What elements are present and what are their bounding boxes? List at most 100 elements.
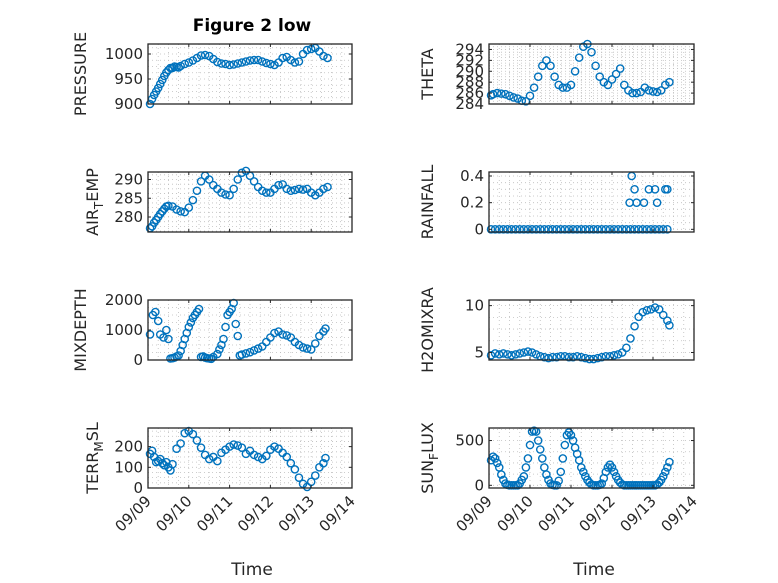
y-tick-label: 294	[455, 40, 484, 58]
data-point	[665, 457, 674, 467]
data-point	[229, 60, 238, 69]
y-tick-label: 0	[474, 476, 484, 494]
data-point	[278, 53, 287, 63]
data-point	[153, 316, 163, 326]
data-point	[184, 322, 194, 332]
data-point	[519, 225, 529, 234]
data-point	[638, 225, 648, 234]
data-point	[579, 467, 588, 477]
y-axis-label: MIXDEPTH	[71, 288, 90, 371]
data-point	[656, 86, 666, 95]
data-point	[609, 225, 619, 234]
data-point	[654, 305, 664, 314]
data-point	[634, 312, 643, 322]
data-point	[550, 72, 559, 82]
data-point	[597, 352, 607, 362]
data-point	[525, 440, 535, 450]
data-point	[278, 448, 287, 458]
data-point	[172, 444, 181, 453]
data-point	[663, 185, 672, 194]
y-tick-label: 290	[114, 171, 143, 189]
data-point	[323, 53, 332, 63]
data-series	[145, 298, 330, 364]
data-point	[638, 307, 648, 317]
data-point	[194, 304, 204, 314]
data-point	[622, 343, 631, 353]
data-point	[650, 225, 660, 234]
y-tick-label: 286	[455, 84, 484, 102]
data-point	[286, 186, 296, 196]
data-point	[486, 225, 496, 234]
data-point	[310, 339, 320, 348]
y-tick-label: 288	[455, 73, 484, 91]
data-point	[521, 463, 531, 472]
y-tick-label: 0.4	[460, 167, 484, 185]
data-point	[527, 348, 537, 357]
y-tick-label: 5	[474, 344, 484, 362]
data-point	[282, 184, 292, 194]
x-tick-label: 09/13	[617, 492, 660, 535]
data-point	[634, 225, 643, 234]
data-point	[245, 56, 255, 65]
axes-box	[147, 43, 353, 105]
x-axis-label-right: Time	[572, 560, 615, 580]
data-point	[642, 306, 652, 315]
data-point	[639, 198, 649, 207]
data-point	[164, 65, 173, 75]
x-tick-label: 09/12	[576, 492, 619, 535]
data-point	[593, 353, 602, 363]
data-point	[613, 350, 623, 359]
y-axis-label: SUNFLUX	[418, 422, 441, 494]
data-point	[257, 57, 267, 66]
data-point	[294, 184, 304, 194]
data-point	[294, 57, 304, 66]
y-tick-label: 950	[114, 70, 143, 88]
data-point	[597, 479, 607, 488]
data-point	[507, 351, 516, 360]
data-point	[298, 343, 308, 352]
data-point	[176, 207, 185, 216]
data-point	[494, 225, 504, 234]
data-point	[213, 57, 222, 67]
data-point	[188, 195, 198, 205]
y-tick-label: 2000	[105, 291, 143, 309]
data-point	[192, 436, 202, 445]
y-tick-label: 200	[114, 438, 143, 456]
data-point	[564, 352, 574, 362]
data-point	[253, 452, 263, 462]
data-point	[574, 53, 584, 62]
y-tick-label: 285	[114, 189, 143, 207]
data-point	[237, 168, 247, 178]
data-point	[552, 225, 561, 234]
subplot-mixdepth: 0 1000 2000 MIXDEPTH	[71, 288, 353, 372]
data-point	[229, 440, 238, 449]
y-axis-label-main: RAINFALL	[418, 165, 437, 240]
x-tick-label: 09/11	[535, 492, 578, 535]
data-point	[286, 458, 296, 468]
axes-box	[488, 427, 695, 489]
data-point	[159, 333, 168, 342]
axes-box	[488, 299, 695, 361]
data-point	[511, 350, 520, 359]
data-point	[231, 319, 241, 329]
data-point	[162, 325, 171, 335]
data-point	[180, 59, 190, 69]
data-point	[519, 348, 529, 357]
data-point	[644, 86, 654, 95]
data-point	[486, 351, 496, 360]
data-point	[282, 331, 292, 340]
data-point	[249, 450, 259, 460]
data-point	[607, 75, 617, 84]
data-point	[646, 305, 656, 314]
data-point	[192, 186, 202, 196]
data-point	[566, 80, 576, 90]
data-point	[225, 190, 234, 200]
axes-box	[147, 171, 353, 233]
data-point	[648, 87, 658, 96]
data-point	[237, 443, 247, 452]
data-series	[486, 426, 674, 490]
data-point	[665, 321, 674, 330]
data-point	[511, 225, 520, 234]
